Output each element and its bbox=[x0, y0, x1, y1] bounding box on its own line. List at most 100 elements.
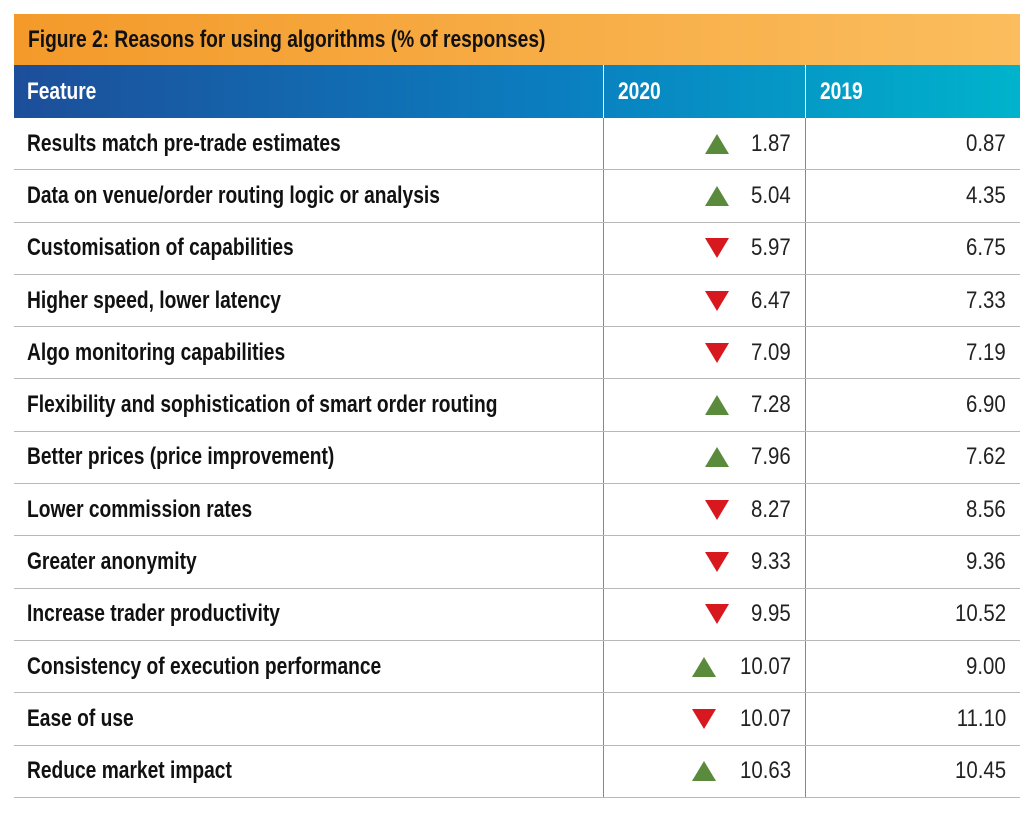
value-2019: 0.87 bbox=[966, 129, 1006, 157]
value-2019: 4.35 bbox=[966, 181, 1006, 209]
cell: 10.63 bbox=[604, 745, 806, 797]
table-row: Increase trader productivity 9.95 10.52 bbox=[14, 588, 1020, 641]
trend-triangle bbox=[705, 238, 730, 259]
trend-arrow bbox=[691, 761, 716, 782]
feature-label: Lower commission rates bbox=[27, 495, 253, 523]
value-2020: 10.63 bbox=[739, 757, 791, 785]
value-2020: 7.28 bbox=[751, 391, 791, 419]
value-2020: 9.95 bbox=[751, 600, 791, 628]
value-2020: 9.33 bbox=[751, 548, 791, 576]
table-row: Ease of use 10.07 11.10 bbox=[14, 693, 1020, 746]
value-2020: 7.96 bbox=[751, 443, 791, 471]
table-row: Results match pre-trade estimates 1.87 0.8… bbox=[14, 118, 1020, 171]
trend-arrow bbox=[691, 708, 716, 729]
feature-label: Ease of use bbox=[27, 704, 134, 732]
cell: Customisation of capabilities bbox=[14, 222, 604, 274]
table-row: Better prices (price improvement) 7.96 7.6… bbox=[14, 431, 1020, 485]
table-row: Reduce market impact 10.63 10.45 bbox=[14, 745, 1020, 798]
header-cell: 2019 bbox=[806, 65, 1020, 118]
value-2020: 10.07 bbox=[739, 704, 791, 732]
cell: 5.04 bbox=[604, 170, 806, 222]
cell: 11.10 bbox=[806, 693, 1020, 744]
cell: 7.09 bbox=[604, 327, 806, 379]
cell: Consistency of execution performance bbox=[14, 640, 604, 693]
trend-triangle bbox=[705, 185, 730, 206]
value-2019: 7.19 bbox=[966, 338, 1006, 366]
cell: Ease of use bbox=[14, 693, 604, 745]
cell: 7.33 bbox=[806, 275, 1020, 326]
trend-arrow bbox=[705, 290, 730, 311]
trend-triangle bbox=[705, 133, 730, 154]
cell: Better prices (price improvement) bbox=[14, 431, 604, 484]
figure: Figure 2: Reasons for using algorithms (… bbox=[14, 14, 1020, 798]
value-2020: 7.09 bbox=[751, 338, 791, 366]
cell: Data on venue/order routing logic or ana… bbox=[14, 170, 604, 222]
value-2020: 5.97 bbox=[751, 234, 791, 262]
trend-triangle bbox=[705, 395, 730, 416]
feature-label: Better prices (price improvement) bbox=[27, 443, 335, 471]
column-header: 2019 bbox=[820, 77, 863, 105]
table-row: Consistency of execution performance 10.0… bbox=[14, 640, 1020, 694]
feature-label: Data on venue/order routing logic or ana… bbox=[27, 181, 440, 209]
cell: Lower commission rates bbox=[14, 484, 604, 536]
cell: 7.96 bbox=[604, 431, 806, 484]
value-2019: 9.36 bbox=[966, 548, 1006, 576]
cell: 10.52 bbox=[806, 589, 1020, 640]
trend-arrow bbox=[705, 447, 730, 468]
table-row: Data on venue/order routing logic or ana… bbox=[14, 170, 1020, 223]
value-2020: 6.47 bbox=[751, 286, 791, 314]
trend-arrow bbox=[705, 238, 730, 259]
trend-arrow bbox=[705, 395, 730, 416]
cell: 4.35 bbox=[806, 170, 1020, 221]
feature-label: Flexibility and sophistication of smart … bbox=[27, 391, 498, 419]
cell: Higher speed, lower latency bbox=[14, 274, 604, 327]
trend-arrow bbox=[705, 499, 730, 520]
feature-label: Consistency of execution performance bbox=[27, 652, 382, 680]
cell: Greater anonymity bbox=[14, 536, 604, 588]
value-2020: 8.27 bbox=[751, 495, 791, 523]
trend-triangle bbox=[691, 761, 716, 782]
cell: 10.45 bbox=[806, 746, 1020, 797]
trend-arrow bbox=[705, 133, 730, 154]
cell: 7.62 bbox=[806, 432, 1020, 483]
value-2020: 5.04 bbox=[751, 181, 791, 209]
column-header: 2020 bbox=[618, 77, 661, 105]
cell: 6.90 bbox=[806, 379, 1020, 430]
cell: 9.00 bbox=[806, 641, 1020, 692]
table-body: Results match pre-trade estimates 1.87 0.8… bbox=[14, 118, 1020, 798]
trend-triangle bbox=[705, 552, 730, 573]
trend-triangle bbox=[691, 708, 716, 729]
cell: 9.36 bbox=[806, 536, 1020, 587]
cell: 7.28 bbox=[604, 379, 806, 431]
cell: 1.87 bbox=[604, 118, 806, 170]
value-2019: 10.52 bbox=[954, 600, 1006, 628]
cell: 7.19 bbox=[806, 327, 1020, 378]
header-row: Feature 2020 2019 bbox=[14, 65, 1020, 118]
cell: 8.56 bbox=[806, 484, 1020, 535]
cell: 6.47 bbox=[604, 274, 806, 327]
column-header: Feature bbox=[27, 77, 97, 105]
trend-arrow bbox=[705, 604, 730, 625]
table-row: Higher speed, lower latency 6.47 7.33 bbox=[14, 274, 1020, 328]
cell: 5.97 bbox=[604, 222, 806, 274]
value-2020: 10.07 bbox=[739, 652, 791, 680]
cell: 10.07 bbox=[604, 693, 806, 745]
value-2019: 6.90 bbox=[966, 391, 1006, 419]
cell: 8.27 bbox=[604, 484, 806, 536]
title-bar: Figure 2: Reasons for using algorithms (… bbox=[14, 14, 1020, 65]
table-row: Customisation of capabilities 5.97 6.75 bbox=[14, 222, 1020, 275]
feature-label: Reduce market impact bbox=[27, 757, 232, 785]
title: Figure 2: Reasons for using algorithms (… bbox=[28, 25, 546, 53]
feature-label: Increase trader productivity bbox=[27, 600, 280, 628]
cell: 9.33 bbox=[604, 536, 806, 588]
table-row: Greater anonymity 9.33 9.36 bbox=[14, 536, 1020, 589]
trend-arrow bbox=[705, 342, 730, 363]
cell: 9.95 bbox=[604, 588, 806, 640]
table-row: Lower commission rates 8.27 8.56 bbox=[14, 484, 1020, 537]
value-2020: 1.87 bbox=[751, 129, 791, 157]
trend-triangle bbox=[691, 656, 716, 677]
cell: Reduce market impact bbox=[14, 745, 604, 797]
value-2019: 6.75 bbox=[966, 234, 1006, 262]
feature-label: Greater anonymity bbox=[27, 548, 197, 576]
